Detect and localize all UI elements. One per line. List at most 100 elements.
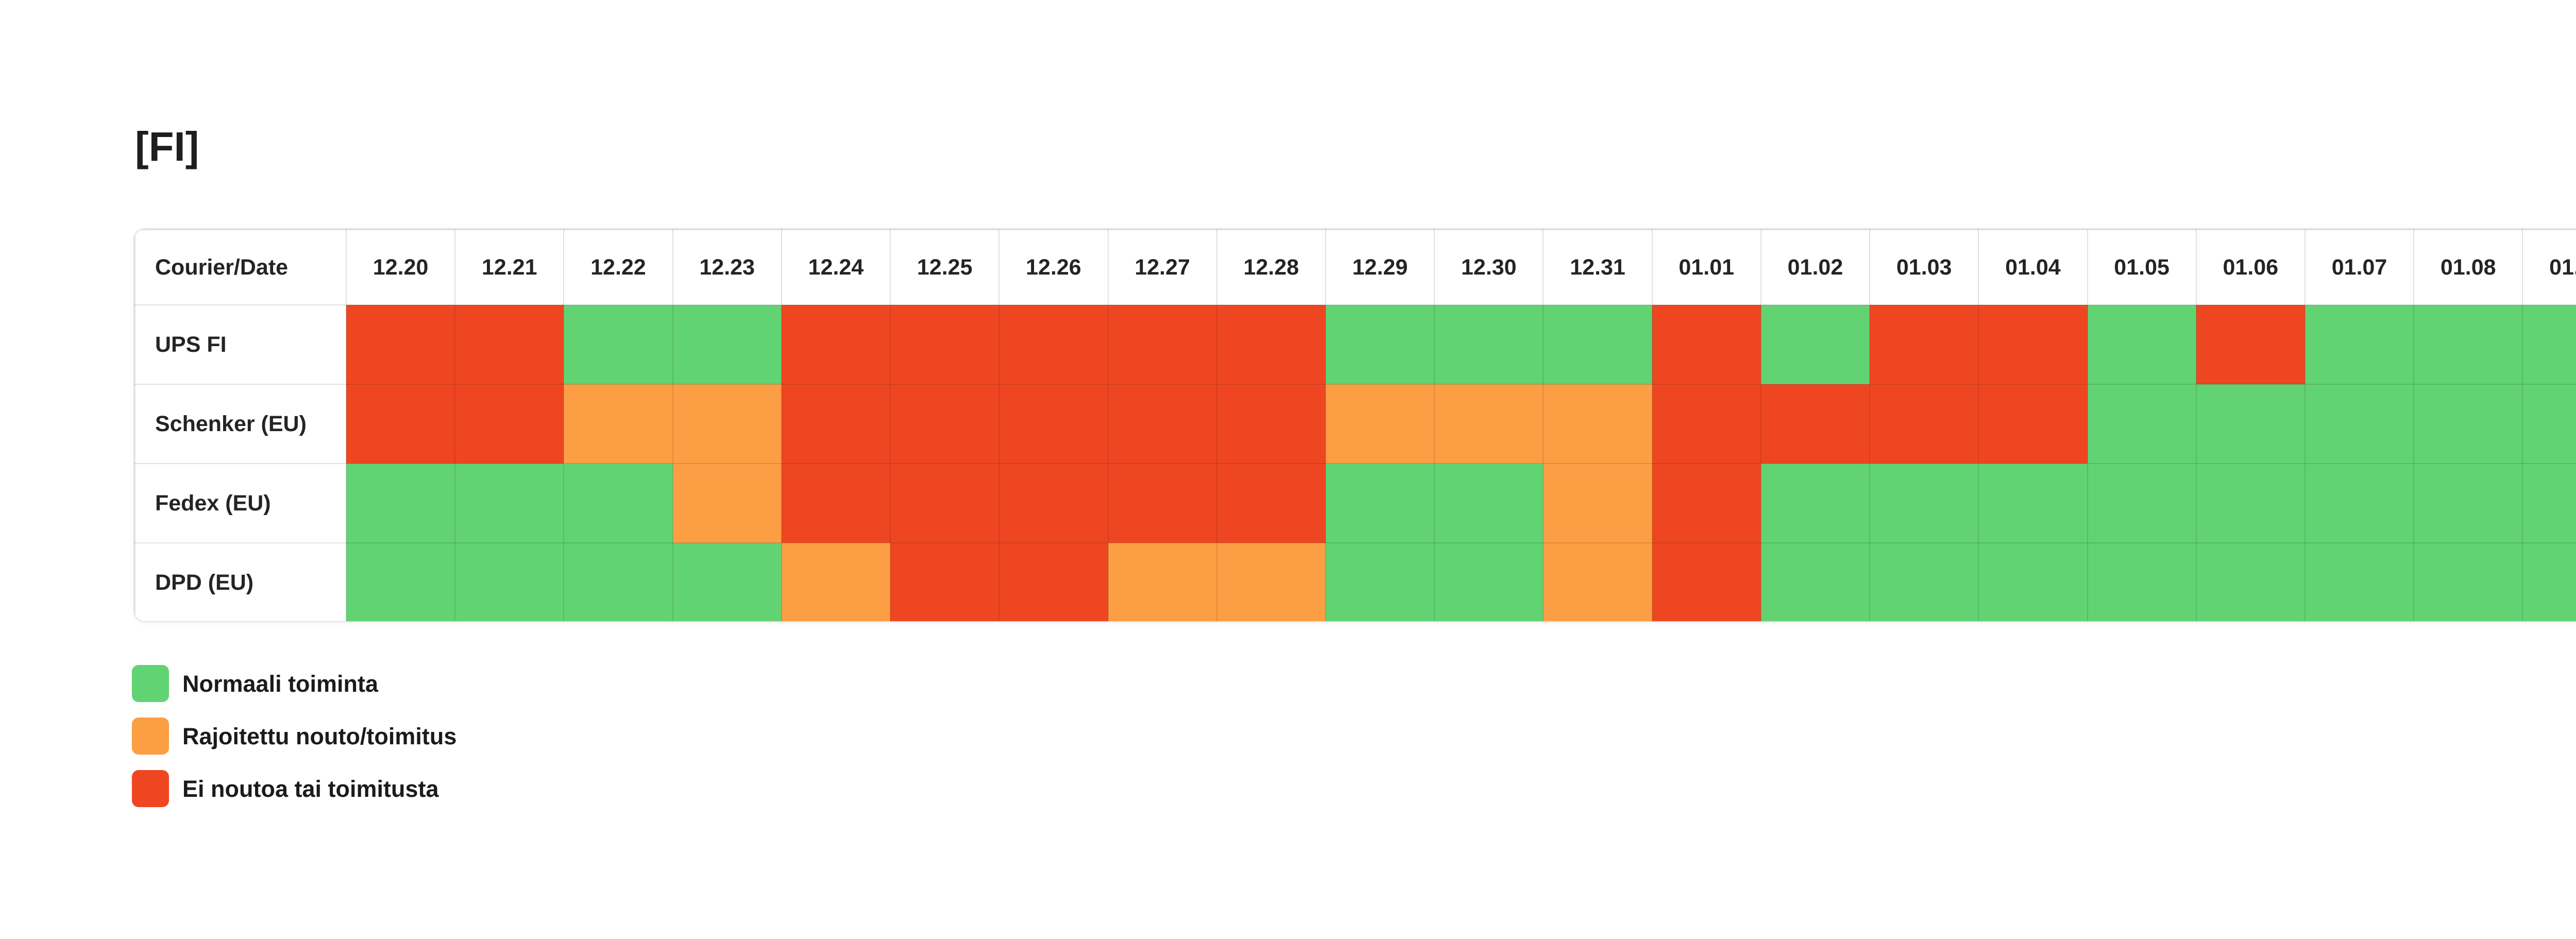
- status-cell: [672, 304, 782, 385]
- status-cell: [2413, 542, 2523, 621]
- status-cell: [1434, 384, 1544, 464]
- status-cell: [1651, 384, 1761, 464]
- date-header: 01.04: [1978, 229, 2088, 305]
- status-cell: [1760, 304, 1871, 385]
- date-header: 12.27: [1107, 229, 1217, 305]
- status-cell: [1543, 304, 1653, 385]
- status-cell: [1107, 463, 1217, 543]
- status-cell: [1760, 542, 1871, 621]
- status-cell: [1760, 384, 1871, 464]
- status-cell: [345, 463, 456, 543]
- status-cell: [1869, 304, 1979, 385]
- status-cell: [1434, 463, 1544, 543]
- status-cell: [1760, 463, 1871, 543]
- status-cell: [2195, 463, 2306, 543]
- status-cell: [1869, 384, 1979, 464]
- status-cell: [2413, 384, 2523, 464]
- status-cell: [1216, 304, 1326, 385]
- status-cell: [345, 304, 456, 385]
- status-cell: [2304, 384, 2415, 464]
- date-header: 12.22: [563, 229, 673, 305]
- status-cell: [2087, 542, 2197, 621]
- legend-swatch-limited: [132, 718, 169, 755]
- status-cell: [1978, 542, 2088, 621]
- status-cell: [1325, 542, 1435, 621]
- status-cell: [1651, 304, 1761, 385]
- date-header: 01.03: [1869, 229, 1979, 305]
- status-heatmap: Courier/Date 12.20 12.21 12.22 12.23 12.24 12.…: [134, 229, 2576, 621]
- status-cell: [1216, 542, 1326, 621]
- status-cell: [890, 384, 1000, 464]
- table-row: Schenker (EU): [134, 384, 2576, 464]
- status-cell: [890, 542, 1000, 621]
- status-cell: [1325, 304, 1435, 385]
- status-cell: [672, 463, 782, 543]
- page-title: [FI]: [135, 124, 199, 169]
- status-cell: [998, 542, 1109, 621]
- courier-label: DPD (EU): [134, 542, 347, 621]
- date-header: 12.23: [672, 229, 782, 305]
- status-cell: [1216, 463, 1326, 543]
- status-cell: [1869, 542, 1979, 621]
- status-cell: [781, 304, 891, 385]
- legend-item: Ei noutoa tai toimitusta: [132, 770, 456, 807]
- status-cell: [1651, 463, 1761, 543]
- courier-label: Fedex (EU): [134, 463, 347, 543]
- courier-status-table: Courier/Date 12.20 12.21 12.22 12.23 12.24 12.…: [133, 228, 2576, 622]
- status-cell: [454, 542, 565, 621]
- legend-label: Rajoitettu nouto/toimitus: [182, 723, 457, 749]
- status-cell: [781, 384, 891, 464]
- status-cell: [1107, 304, 1217, 385]
- date-header: 01.05: [2087, 229, 2197, 305]
- status-cell: [2522, 304, 2576, 385]
- courier-label: UPS FI: [134, 304, 347, 385]
- date-header: 12.29: [1325, 229, 1435, 305]
- status-cell: [2304, 463, 2415, 543]
- status-cell: [1543, 463, 1653, 543]
- status-cell: [1107, 542, 1217, 621]
- header-row: Courier/Date 12.20 12.21 12.22 12.23 12.24 12.…: [134, 229, 2576, 305]
- date-header: 01.08: [2413, 229, 2523, 305]
- status-cell: [345, 542, 456, 621]
- date-header: 12.25: [890, 229, 1000, 305]
- status-cell: [2195, 304, 2306, 385]
- status-cell: [998, 384, 1109, 464]
- status-cell: [2087, 384, 2197, 464]
- legend-swatch-normal: [132, 665, 169, 702]
- legend-label: Normaali toiminta: [182, 670, 379, 697]
- table-row: DPD (EU): [134, 542, 2576, 621]
- status-cell: [563, 542, 673, 621]
- status-cell: [2087, 304, 2197, 385]
- date-header: 12.31: [1543, 229, 1653, 305]
- status-cell: [1325, 384, 1435, 464]
- date-header: 01.01: [1651, 229, 1761, 305]
- status-cell: [1107, 384, 1217, 464]
- status-cell: [998, 463, 1109, 543]
- status-cell: [1543, 542, 1653, 621]
- status-cell: [890, 304, 1000, 385]
- courier-label: Schenker (EU): [134, 384, 347, 464]
- date-header: 12.26: [998, 229, 1109, 305]
- legend-swatch-none: [132, 770, 169, 807]
- date-header: 01.07: [2304, 229, 2415, 305]
- status-cell: [2195, 384, 2306, 464]
- status-cell: [1434, 542, 1544, 621]
- status-cell: [781, 463, 891, 543]
- legend-label: Ei noutoa tai toimitusta: [182, 775, 439, 802]
- corner-header: Courier/Date: [134, 229, 347, 305]
- status-cell: [454, 463, 565, 543]
- status-cell: [998, 304, 1109, 385]
- table-row: Fedex (EU): [134, 463, 2576, 543]
- status-cell: [1869, 463, 1979, 543]
- legend: Normaali toiminta Rajoitettu nouto/toimit…: [132, 665, 456, 807]
- date-header: 01.06: [2195, 229, 2306, 305]
- status-cell: [454, 384, 565, 464]
- date-header: 12.30: [1434, 229, 1544, 305]
- status-cell: [1978, 463, 2088, 543]
- status-cell: [1978, 384, 2088, 464]
- status-cell: [672, 542, 782, 621]
- status-cell: [2304, 542, 2415, 621]
- table-row: UPS FI: [134, 304, 2576, 385]
- status-cell: [563, 304, 673, 385]
